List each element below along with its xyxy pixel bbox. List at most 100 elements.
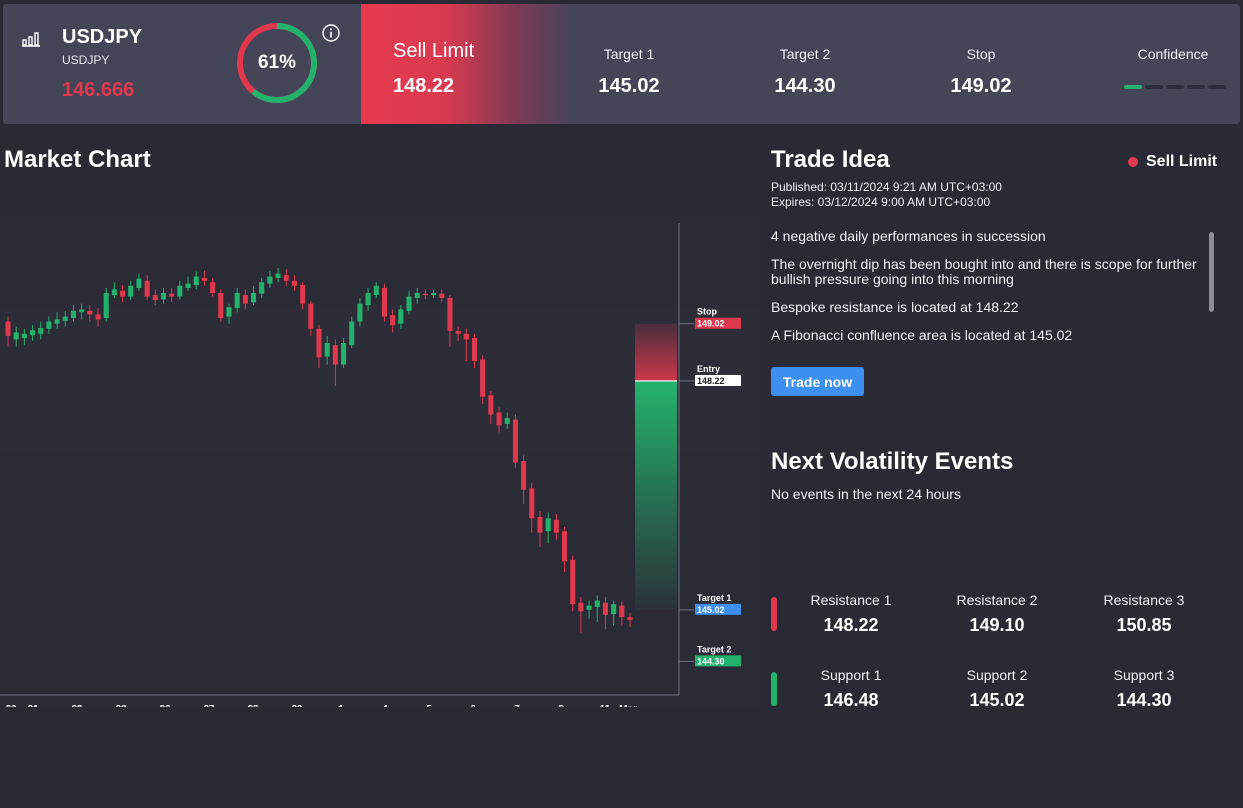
confidence-segment (1145, 85, 1163, 89)
candle-body (46, 321, 52, 329)
candle-body (218, 292, 224, 318)
trade-idea-title: Trade Idea (771, 146, 890, 173)
resistance-2: Resistance 2 149.10 (927, 592, 1067, 636)
candle-body (439, 293, 445, 298)
market-chart[interactable]: Stop 149.02 Entry 148.22 Target 1 145.02 Targe… (0, 215, 760, 725)
candle-body (463, 333, 469, 340)
target2-level-label: Target 2 (697, 644, 731, 654)
candle-body (537, 516, 543, 533)
candle-body (611, 604, 617, 615)
candle-body (128, 285, 134, 297)
note: The overnight dip has been bought into a… (771, 256, 1197, 287)
support-indicator (771, 672, 777, 706)
stat-label: Target 1 (603, 46, 655, 62)
sell-dot-icon (1128, 157, 1138, 167)
candle-body (283, 275, 289, 281)
level-value: 148.22 (823, 615, 879, 635)
candle-body (201, 277, 207, 281)
candle-body (570, 559, 576, 605)
stat-target-2: Target 2 144.30 (745, 4, 865, 124)
expires-date: Expires: 03/12/2024 9:00 AM UTC+03:00 (771, 195, 991, 209)
candle-body (488, 395, 494, 415)
note: 4 negative daily performances in success… (771, 228, 1046, 244)
probability-gauge (237, 23, 317, 103)
support-1: Support 1 146.48 (781, 667, 921, 711)
target1-level-tag (695, 603, 741, 615)
candle-body (619, 605, 625, 618)
candle-body (529, 488, 535, 519)
candle-body (210, 282, 216, 293)
confidence-segment (1187, 85, 1205, 89)
candle-body (602, 602, 608, 615)
level-value: 144.30 (1116, 690, 1172, 710)
candle-body (160, 292, 167, 300)
stop-level-label: Stop (697, 307, 717, 317)
events-text: No events in the next 24 hours (771, 486, 961, 502)
entry-level-label: Entry (697, 364, 720, 374)
candle-body (471, 338, 478, 361)
confidence-segment (1124, 85, 1142, 89)
candle-body (5, 321, 11, 336)
target1-level-value: 145.02 (697, 605, 725, 615)
candle-body (152, 295, 158, 301)
trade-notes: 4 negative daily performances in success… (771, 229, 1211, 356)
candle-body (242, 295, 248, 304)
candle-body (54, 319, 60, 324)
trade-now-button[interactable]: Trade now (771, 367, 864, 396)
candle-body (259, 282, 265, 294)
candle-body (496, 412, 502, 426)
candle-body (62, 316, 68, 321)
candle-body (561, 531, 568, 562)
candlestick-chart[interactable]: Stop 149.02 Entry 148.22 Target 1 145.02 Targe… (0, 215, 760, 725)
candle-body (578, 602, 584, 612)
candle-body (308, 303, 314, 329)
stat-value: 144.30 (774, 75, 836, 97)
level-label: Support 1 (820, 667, 882, 683)
stop-zone (635, 323, 677, 381)
level-label: Support 3 (1113, 667, 1175, 683)
candle-body (70, 310, 77, 318)
bar-chart-icon (22, 32, 40, 47)
stop-level-value: 149.02 (697, 319, 725, 329)
note: A Fibonacci confluence area is located a… (771, 327, 1073, 343)
resistance-indicator (771, 597, 777, 631)
entry-level-value: 148.22 (697, 376, 725, 386)
level-value: 146.48 (823, 690, 879, 710)
candle-body (120, 290, 126, 297)
candle-body (365, 292, 371, 306)
candle-body (504, 418, 510, 424)
candle-body (95, 314, 101, 320)
trade-idea-badge: Sell Limit (1128, 153, 1217, 171)
candle-body (390, 315, 396, 326)
candle-body (553, 519, 559, 533)
candle-body (594, 600, 600, 608)
candle-body (545, 518, 551, 532)
candle-body (422, 293, 428, 296)
candle-body (431, 292, 437, 296)
candle-body (267, 276, 273, 284)
candle-body (291, 280, 297, 286)
candle-body (193, 276, 199, 286)
target2-level-value: 144.30 (697, 656, 725, 666)
confidence-label: Confidence (1137, 46, 1209, 62)
candle-body (512, 419, 518, 463)
symbol-name: USDJPY (62, 26, 143, 48)
candle-body (87, 310, 93, 315)
notes-scrollbar[interactable] (1209, 232, 1214, 312)
candle-body (381, 287, 388, 317)
candle-body (275, 273, 281, 278)
market-chart-title: Market Chart (4, 146, 151, 173)
level-value: 150.85 (1116, 615, 1172, 635)
candle-body (111, 289, 117, 296)
candle-body (79, 309, 85, 313)
order-type: Sell Limit (393, 40, 475, 62)
events-title: Next Volatility Events (771, 448, 1014, 475)
symbol-subtitle: USDJPY (62, 53, 110, 67)
candle-body (185, 283, 191, 288)
level-label: Resistance 3 (1103, 592, 1185, 608)
candle-body (480, 359, 486, 397)
info-icon[interactable] (321, 23, 341, 43)
stat-value: 149.02 (950, 75, 1012, 97)
candle-body (357, 303, 363, 322)
candle-body (300, 285, 306, 304)
